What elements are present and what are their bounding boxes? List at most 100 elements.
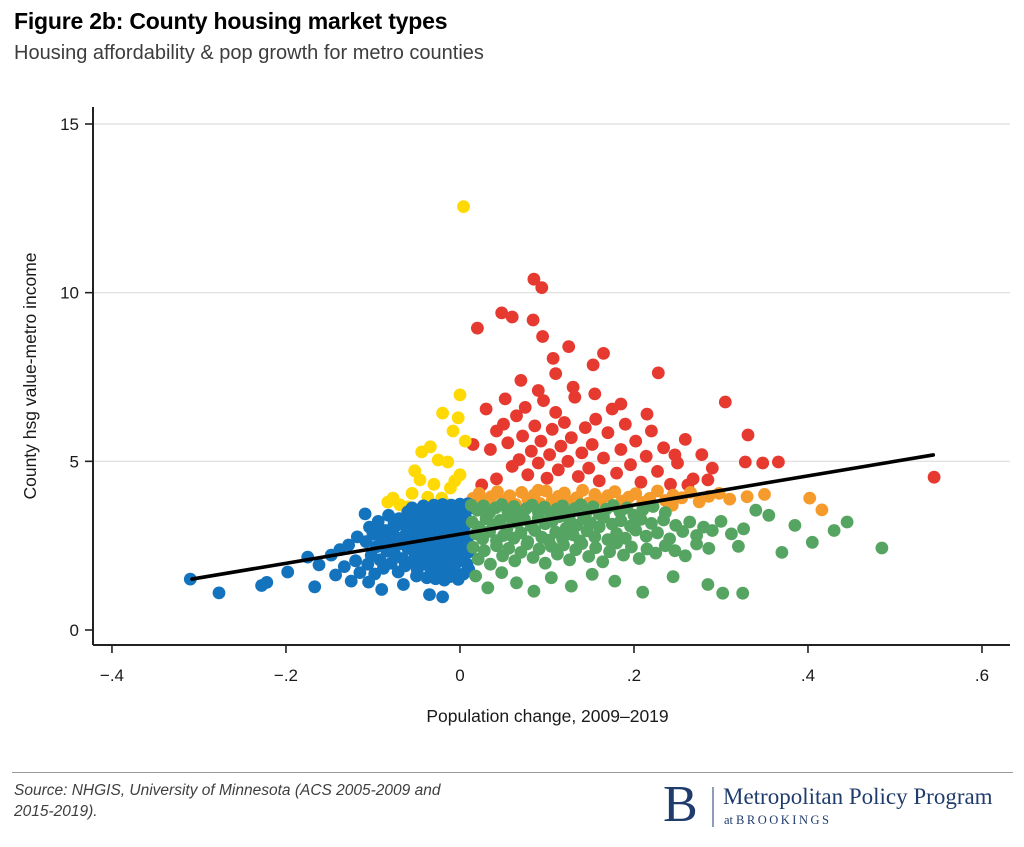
data-point: [634, 475, 648, 489]
logo-org-line: at BROOKINGS: [724, 813, 831, 828]
data-point: [415, 445, 429, 459]
data-point: [596, 555, 610, 569]
data-point: [362, 575, 375, 589]
data-point: [690, 537, 703, 551]
brookings-b-icon: B: [663, 776, 698, 833]
data-point: [597, 451, 610, 465]
data-point: [536, 330, 549, 343]
data-point: [512, 453, 526, 466]
data-point: [524, 444, 538, 458]
data-point: [597, 510, 610, 524]
data-point: [658, 539, 672, 553]
data-point: [632, 552, 646, 565]
data-point: [521, 468, 535, 482]
data-point: [557, 538, 570, 552]
data-point: [564, 431, 578, 445]
data-point: [740, 490, 754, 504]
data-point: [554, 439, 568, 453]
data-point: [397, 578, 410, 591]
data-point: [448, 544, 462, 558]
data-point: [589, 412, 603, 426]
data-point: [775, 546, 789, 559]
data-point: [518, 401, 532, 414]
data-point: [701, 473, 715, 487]
data-point: [212, 586, 226, 600]
data-point: [639, 529, 653, 543]
data-point: [568, 390, 582, 404]
data-point: [448, 474, 462, 488]
data-point: [491, 485, 504, 499]
data-point: [495, 566, 509, 579]
data-point: [490, 472, 503, 486]
data-point: [629, 487, 643, 501]
data-point: [502, 542, 516, 555]
data-point: [610, 466, 623, 480]
data-point: [617, 548, 630, 562]
data-point: [634, 512, 648, 526]
data-point: [592, 474, 606, 488]
data-point: [701, 578, 715, 591]
data-point: [549, 406, 563, 419]
data-point: [668, 544, 682, 558]
data-point: [738, 455, 752, 469]
data-point: [431, 453, 445, 467]
data-point: [732, 539, 745, 553]
data-point: [629, 434, 643, 448]
data-point: [625, 540, 638, 554]
data-point: [676, 525, 690, 538]
data-point: [423, 588, 436, 601]
data-point: [716, 586, 730, 600]
data-point: [446, 424, 460, 438]
data-point: [640, 407, 654, 421]
data-point: [551, 547, 564, 561]
data-point: [544, 571, 558, 585]
data-point: [545, 422, 559, 436]
data-point: [382, 508, 395, 522]
data-point: [725, 527, 738, 541]
data-point: [528, 419, 542, 433]
data-point: [531, 483, 545, 497]
data-point: [562, 340, 576, 353]
data-point: [702, 542, 716, 555]
data-point: [618, 417, 632, 431]
data-point: [805, 535, 819, 549]
data-point: [686, 472, 700, 486]
data-point: [586, 358, 600, 372]
data-point: [815, 503, 829, 517]
data-point: [353, 566, 367, 579]
data-point: [510, 576, 523, 590]
figure-subtitle: Housing affordability & pop growth for m…: [14, 42, 484, 64]
data-point: [495, 306, 509, 320]
data-point: [344, 574, 358, 588]
data-point: [531, 384, 545, 397]
data-point: [381, 495, 395, 509]
data-point: [758, 488, 771, 501]
data-point: [614, 443, 628, 456]
series-blue: [183, 497, 476, 604]
data-point: [718, 395, 732, 409]
data-point: [636, 585, 650, 599]
data-point: [705, 461, 719, 475]
data-point: [678, 433, 692, 446]
data-point: [588, 530, 602, 544]
scatter-chart: 0 5 10 15 −.4 −.2 0 .2 .4 .6 Population change, 20…: [20, 107, 1010, 726]
data-point: [342, 538, 355, 552]
data-point: [651, 366, 665, 380]
data-point: [683, 515, 697, 529]
data-point: [477, 544, 491, 558]
data-point: [312, 558, 326, 572]
data-point: [281, 565, 295, 579]
data-point: [457, 200, 470, 214]
data-point: [370, 525, 384, 539]
data-point: [308, 580, 322, 594]
data-point: [510, 409, 523, 423]
data-point: [493, 514, 507, 527]
data-point: [371, 515, 385, 528]
data-point: [736, 586, 750, 600]
data-point: [260, 576, 274, 589]
y-tick-label: 15: [60, 115, 79, 134]
series-red: [466, 272, 941, 492]
data-point: [534, 434, 548, 448]
data-point: [375, 583, 389, 596]
